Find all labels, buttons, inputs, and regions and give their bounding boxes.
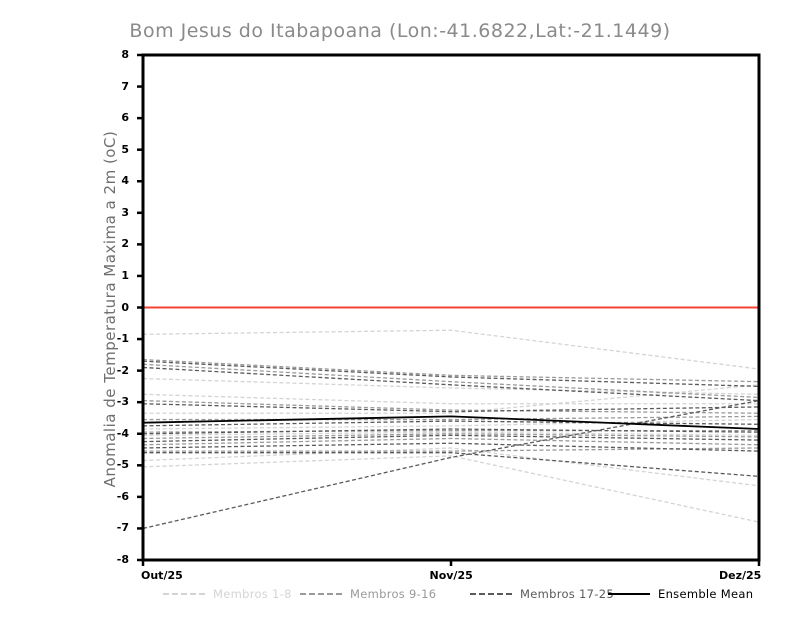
y-tick-label: -7 xyxy=(116,521,129,535)
legend-label: Ensemble Mean xyxy=(658,587,754,601)
y-tick-label: -4 xyxy=(116,426,129,440)
member-line xyxy=(142,399,760,530)
member-line xyxy=(142,403,760,413)
legend-label: Membros 1-8 xyxy=(213,587,292,601)
legend-swatch xyxy=(608,592,650,596)
member-line xyxy=(142,429,759,433)
legend-label: Membros 9-16 xyxy=(350,587,437,601)
member-line xyxy=(142,442,760,452)
chart-legend: Membros 1-8 Membros 9-16 Membros 17-25 Ense… xyxy=(0,586,800,604)
x-tick-label: Nov/25 xyxy=(429,569,473,582)
ensemble-mean-line xyxy=(142,415,760,430)
legend-entry: Membros 17-25 xyxy=(470,586,614,602)
y-tick-label: 1 xyxy=(121,268,129,282)
y-tick-label: 4 xyxy=(121,174,129,188)
legend-swatch xyxy=(163,593,205,595)
y-tick-label: -2 xyxy=(116,363,129,377)
member-line xyxy=(142,433,760,440)
y-tick-label: 3 xyxy=(121,205,129,219)
member-line xyxy=(142,399,760,414)
y-tick-label: 5 xyxy=(121,142,129,156)
x-tick-label: Dez/25 xyxy=(719,569,762,582)
y-tick-label: -3 xyxy=(116,395,129,409)
member-line xyxy=(142,437,760,446)
member-line xyxy=(143,384,760,414)
member-line xyxy=(142,358,760,383)
member-line xyxy=(142,377,760,395)
member-line xyxy=(142,366,760,402)
member-line xyxy=(142,420,760,427)
member-line xyxy=(142,455,760,523)
member-line xyxy=(142,431,760,436)
chart-title: Bom Jesus do Itabapoana (Lon:-41.6822,La… xyxy=(129,20,671,42)
legend-label: Membros 17-25 xyxy=(520,587,614,601)
y-tick-label: -1 xyxy=(116,332,129,346)
y-tick-label: -8 xyxy=(116,553,129,566)
legend-entry: Ensemble Mean xyxy=(608,586,753,602)
member-line xyxy=(143,452,760,478)
member-line xyxy=(142,418,760,430)
x-tick-label: Out/25 xyxy=(141,569,183,582)
y-tick-label: 0 xyxy=(121,300,129,314)
member-line xyxy=(143,415,760,421)
legend-swatch xyxy=(470,593,512,595)
member-line xyxy=(142,434,760,443)
member-line xyxy=(142,360,760,388)
member-line xyxy=(142,393,759,405)
member-line xyxy=(142,428,760,435)
y-tick-label: -6 xyxy=(116,489,129,503)
member-line xyxy=(142,447,760,487)
y-tick-label: -5 xyxy=(116,458,129,472)
legend-entry: Membros 9-16 xyxy=(300,586,436,602)
y-tick-label: 8 xyxy=(121,48,129,61)
legend-entry: Membros 1-8 xyxy=(163,586,292,602)
y-tick-label: 6 xyxy=(121,111,129,125)
member-line xyxy=(142,363,760,399)
member-line xyxy=(142,329,760,370)
legend-swatch xyxy=(300,593,342,595)
member-line xyxy=(143,447,760,452)
y-tick-label: 2 xyxy=(121,237,129,251)
y-tick-label: 7 xyxy=(121,79,129,93)
